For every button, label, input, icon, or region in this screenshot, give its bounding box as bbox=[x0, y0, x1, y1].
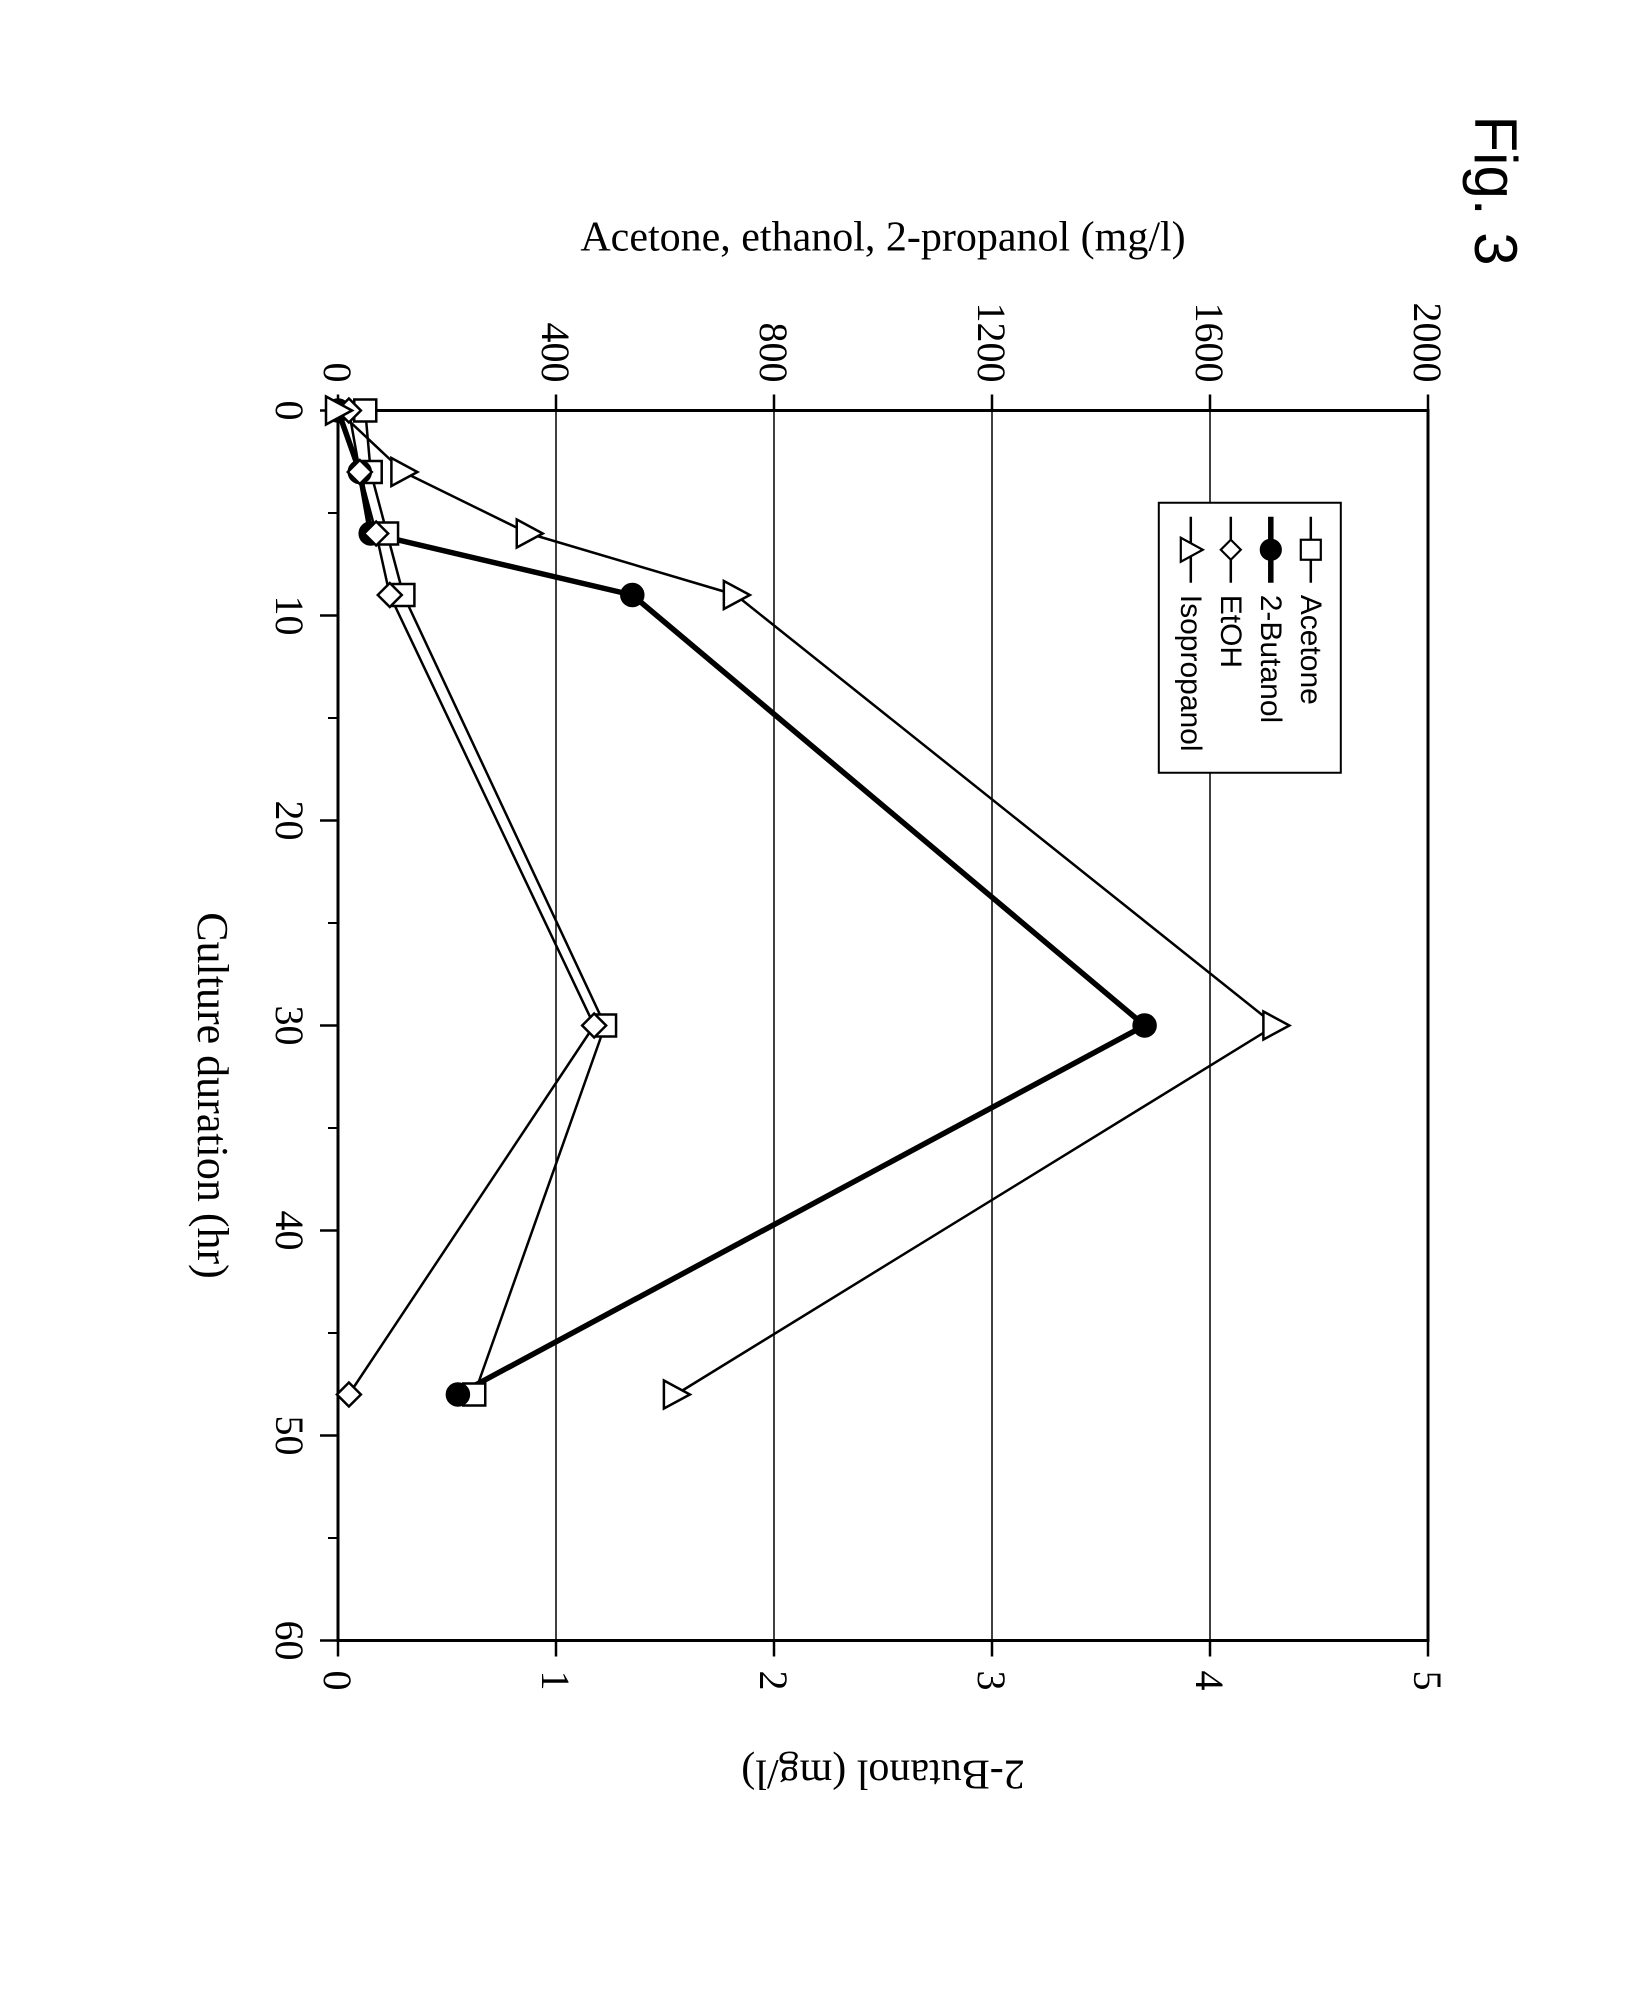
x-tick-label: 10 bbox=[267, 595, 312, 635]
left-y-tick-label: 1200 bbox=[969, 302, 1014, 382]
x-tick-label: 50 bbox=[267, 1415, 312, 1455]
left-y-tick-label: 800 bbox=[751, 322, 796, 382]
legend-label: Isopropanol bbox=[1174, 594, 1207, 751]
right-y-tick-label: 3 bbox=[969, 1670, 1014, 1690]
square-marker-icon bbox=[1301, 539, 1321, 559]
right-y-tick-label: 2 bbox=[751, 1670, 796, 1690]
circle-marker-icon bbox=[621, 584, 643, 606]
right-y-axis-label: 2-Butanol (mg/l) bbox=[741, 1750, 1024, 1796]
figure-title: Fig. 3 bbox=[1461, 115, 1530, 265]
left-y-tick-label: 2000 bbox=[1405, 302, 1450, 382]
x-tick-label: 60 bbox=[267, 1620, 312, 1660]
triangle-marker-icon bbox=[517, 519, 543, 547]
legend-label: 2-Butanol bbox=[1254, 594, 1287, 722]
circle-marker-icon bbox=[1134, 1014, 1156, 1036]
x-axis-label: Culture duration (hr) bbox=[188, 912, 237, 1279]
page: Fig. 3 0102030405060Culture duration (hr… bbox=[0, 0, 1638, 1995]
x-tick-label: 0 bbox=[267, 400, 312, 420]
series-group bbox=[326, 396, 1289, 1408]
right-y-tick-label: 1 bbox=[533, 1670, 578, 1690]
triangle-marker-icon bbox=[1263, 1011, 1289, 1039]
legend-label: EtOH bbox=[1214, 594, 1247, 667]
legend: Acetone2-ButanolEtOHIsopropanol bbox=[1159, 502, 1341, 772]
triangle-marker-icon bbox=[664, 1380, 690, 1408]
x-tick-label: 40 bbox=[267, 1210, 312, 1250]
rotated-figure-container: Fig. 3 0102030405060Culture duration (hr… bbox=[0, 0, 1638, 1995]
chart-canvas: 0102030405060Culture duration (hr)040080… bbox=[0, 0, 1638, 1995]
right-y-tick-label: 4 bbox=[1187, 1670, 1232, 1690]
left-y-tick-label: 0 bbox=[315, 362, 360, 382]
left-y-axis-label: Acetone, ethanol, 2-propanol (mg/l) bbox=[580, 214, 1185, 260]
circle-marker-icon bbox=[447, 1383, 469, 1405]
right-y-tick-label: 5 bbox=[1405, 1670, 1450, 1690]
circle-marker-icon bbox=[1261, 539, 1281, 559]
triangle-marker-icon bbox=[391, 458, 417, 486]
legend-label: Acetone bbox=[1294, 594, 1327, 704]
x-tick-label: 30 bbox=[267, 1005, 312, 1045]
left-y-tick-label: 1600 bbox=[1187, 302, 1232, 382]
left-y-tick-label: 400 bbox=[533, 322, 578, 382]
series-line bbox=[338, 410, 1145, 1394]
right-y-tick-label: 0 bbox=[315, 1670, 360, 1690]
diamond-marker-icon bbox=[337, 1382, 361, 1406]
x-tick-label: 20 bbox=[267, 800, 312, 840]
